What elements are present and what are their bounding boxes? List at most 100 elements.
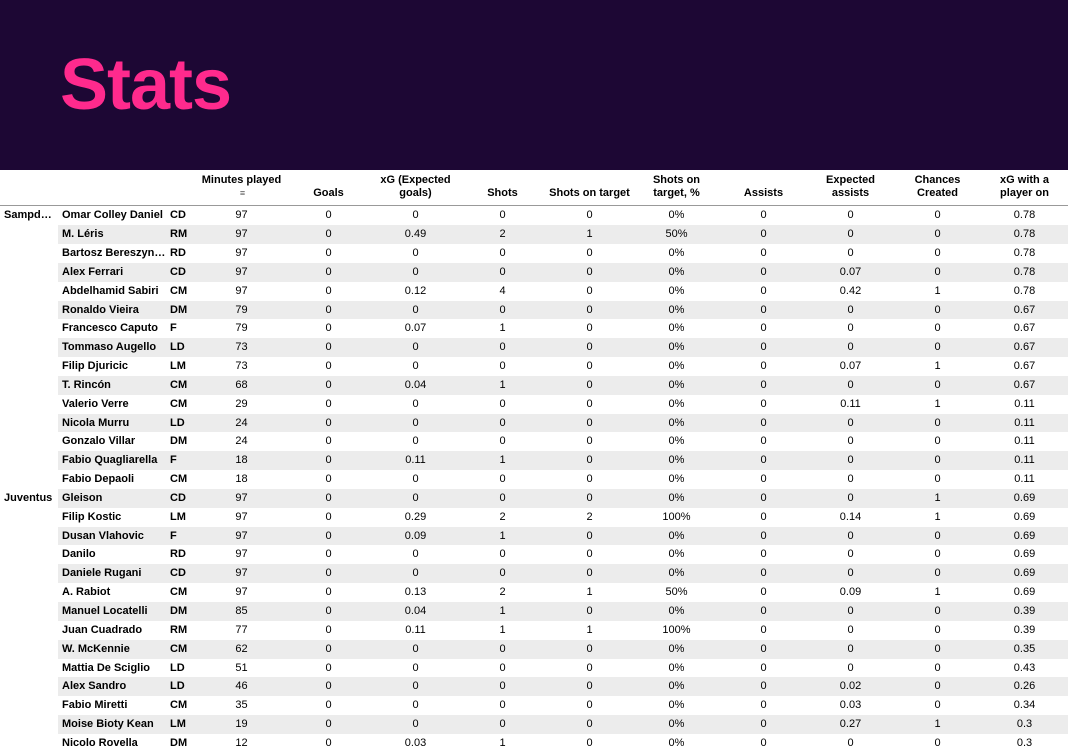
stat-cell: 97 — [198, 244, 285, 263]
stat-cell: 0% — [633, 470, 720, 489]
position-cell: DM — [168, 432, 198, 451]
column-header[interactable] — [168, 170, 198, 206]
stat-cell: 0 — [459, 206, 546, 225]
stat-cell: 0.67 — [981, 357, 1068, 376]
stat-cell: 73 — [198, 338, 285, 357]
table-row: W. McKennieCM6200000%0000.35 — [0, 640, 1068, 659]
stat-cell: 97 — [198, 583, 285, 602]
player-cell: Nicola Murru — [58, 414, 168, 433]
stat-cell: 0 — [459, 489, 546, 508]
stat-cell: 0.07 — [807, 263, 894, 282]
stat-cell: 0 — [546, 395, 633, 414]
table-row: Valerio VerreCM2900000%00.1110.11 — [0, 395, 1068, 414]
column-header[interactable]: xG with a player on — [981, 170, 1068, 206]
stat-cell: 0.3 — [981, 734, 1068, 753]
stat-cell: 0% — [633, 319, 720, 338]
stat-cell: 0 — [894, 451, 981, 470]
stat-cell: 50% — [633, 225, 720, 244]
team-cell — [0, 508, 58, 527]
column-header[interactable]: Chances Created — [894, 170, 981, 206]
stat-cell: 0 — [546, 564, 633, 583]
stat-cell: 0 — [285, 414, 372, 433]
stat-cell: 0% — [633, 715, 720, 734]
stat-cell: 0% — [633, 677, 720, 696]
stat-cell: 97 — [198, 225, 285, 244]
stat-cell: 0 — [285, 338, 372, 357]
stat-cell: 0 — [546, 451, 633, 470]
column-header[interactable]: xG (Expected goals) — [372, 170, 459, 206]
column-header[interactable]: Goals — [285, 170, 372, 206]
stat-cell: 0.04 — [372, 602, 459, 621]
stat-cell: 0 — [720, 225, 807, 244]
stat-cell: 0 — [546, 244, 633, 263]
stat-cell: 0% — [633, 640, 720, 659]
stat-cell: 0.39 — [981, 602, 1068, 621]
position-cell: RD — [168, 244, 198, 263]
table-row: Francesco CaputoF7900.07100%0000.67 — [0, 319, 1068, 338]
stat-cell: 0 — [285, 395, 372, 414]
stat-cell: 1 — [459, 451, 546, 470]
stat-cell: 0 — [894, 734, 981, 753]
table-row: Juan CuadradoRM7700.1111100%0000.39 — [0, 621, 1068, 640]
stat-cell: 0 — [720, 470, 807, 489]
stat-cell: 2 — [459, 225, 546, 244]
stat-cell: 97 — [198, 489, 285, 508]
stat-cell: 0 — [720, 301, 807, 320]
stat-cell: 97 — [198, 282, 285, 301]
position-cell: LD — [168, 677, 198, 696]
stat-cell: 0.11 — [981, 451, 1068, 470]
team-cell — [0, 244, 58, 263]
table-row: Mattia De SciglioLD5100000%0000.43 — [0, 659, 1068, 678]
stat-cell: 0 — [372, 338, 459, 357]
stat-cell: 0 — [807, 432, 894, 451]
stat-cell: 0 — [894, 659, 981, 678]
stat-cell: 0 — [720, 451, 807, 470]
column-header[interactable]: Shots — [459, 170, 546, 206]
team-cell — [0, 470, 58, 489]
player-cell: Filip Kostic — [58, 508, 168, 527]
stat-cell: 0 — [807, 640, 894, 659]
player-cell: M. Léris — [58, 225, 168, 244]
stat-cell: 0 — [546, 677, 633, 696]
team-cell — [0, 414, 58, 433]
column-header[interactable] — [58, 170, 168, 206]
stat-cell: 0 — [807, 414, 894, 433]
stat-cell: 0 — [459, 414, 546, 433]
stat-cell: 0 — [459, 301, 546, 320]
stat-cell: 0.67 — [981, 338, 1068, 357]
stat-cell: 0 — [372, 432, 459, 451]
stat-cell: 0.43 — [981, 659, 1068, 678]
position-cell: DM — [168, 602, 198, 621]
column-header[interactable]: Expected assists — [807, 170, 894, 206]
stat-cell: 0.27 — [807, 715, 894, 734]
table-row: Nicolo RovellaDM1200.03100%0000.3 — [0, 734, 1068, 753]
stat-cell: 0 — [807, 564, 894, 583]
column-header[interactable] — [0, 170, 58, 206]
stat-cell: 0 — [285, 583, 372, 602]
stat-cell: 0 — [546, 376, 633, 395]
team-cell — [0, 545, 58, 564]
stat-cell: 0 — [720, 319, 807, 338]
position-cell: CM — [168, 395, 198, 414]
player-cell: Filip Djuricic — [58, 357, 168, 376]
position-cell: F — [168, 451, 198, 470]
stat-cell: 0 — [807, 734, 894, 753]
column-header[interactable]: Minutes played≡ — [198, 170, 285, 206]
stat-cell: 1 — [546, 225, 633, 244]
team-cell — [0, 696, 58, 715]
stat-cell: 1 — [546, 621, 633, 640]
stat-cell: 0 — [720, 263, 807, 282]
column-header[interactable]: Shots on target, % — [633, 170, 720, 206]
column-header[interactable]: Shots on target — [546, 170, 633, 206]
stat-cell: 0 — [459, 564, 546, 583]
table-row: Nicola MurruLD2400000%0000.11 — [0, 414, 1068, 433]
stat-cell: 0 — [546, 659, 633, 678]
stat-cell: 19 — [198, 715, 285, 734]
stat-cell: 1 — [459, 602, 546, 621]
table-row: SampdoriaOmar Colley DanielCD9700000%000… — [0, 206, 1068, 225]
team-cell — [0, 357, 58, 376]
stat-cell: 0 — [807, 206, 894, 225]
stat-cell: 0 — [459, 338, 546, 357]
stat-cell: 0 — [894, 263, 981, 282]
column-header[interactable]: Assists — [720, 170, 807, 206]
